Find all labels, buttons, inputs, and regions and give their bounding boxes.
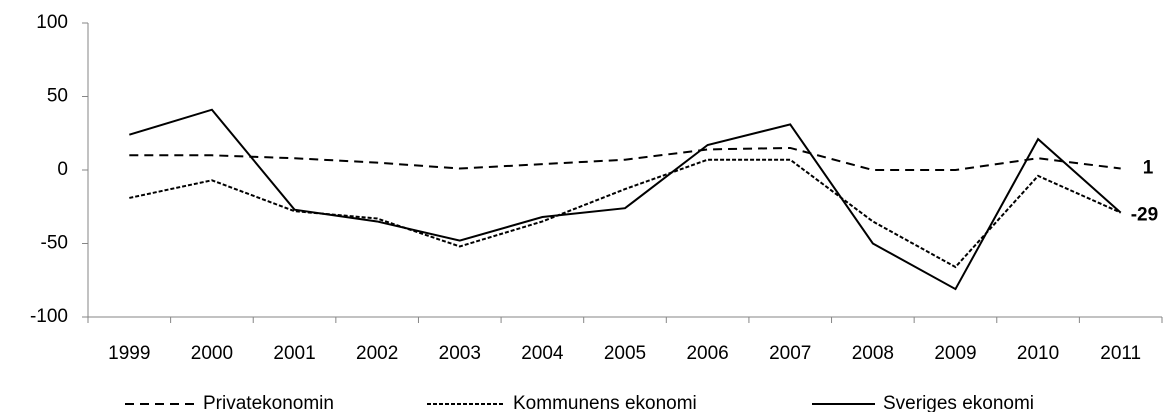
x-tick-label: 2001 xyxy=(273,343,315,364)
x-tick-label: 2006 xyxy=(686,343,728,364)
x-tick-label: 2004 xyxy=(521,343,564,364)
y-tick-label: 0 xyxy=(57,159,68,180)
x-tick-label: 2010 xyxy=(1017,343,1059,364)
x-tick-label: 2011 xyxy=(1100,343,1141,364)
series-line xyxy=(129,158,1122,269)
x-tick-label: 2009 xyxy=(934,343,976,364)
legend-label: Privatekonomin xyxy=(203,393,334,412)
x-tick-label: 2003 xyxy=(439,343,481,364)
legend-label: Sveriges ekonomi xyxy=(883,393,1034,412)
y-tick-label: 100 xyxy=(36,12,68,33)
x-tick-label: 2005 xyxy=(604,343,646,364)
series-line xyxy=(129,146,1121,171)
y-tick-label: -100 xyxy=(30,306,68,327)
series-line xyxy=(129,108,1122,291)
data-label: -29 xyxy=(1131,205,1158,226)
y-tick-label: 50 xyxy=(47,86,68,107)
x-tick-label: 2008 xyxy=(852,343,894,364)
x-tick-label: 2007 xyxy=(769,343,811,364)
data-label: 1 xyxy=(1143,158,1154,179)
y-tick-label: -50 xyxy=(41,233,68,254)
x-tick-label: 2002 xyxy=(356,343,398,364)
x-tick-label: 2000 xyxy=(191,343,233,364)
legend-label: Kommunens ekonomi xyxy=(513,393,697,412)
x-tick-label: 1999 xyxy=(108,343,150,364)
